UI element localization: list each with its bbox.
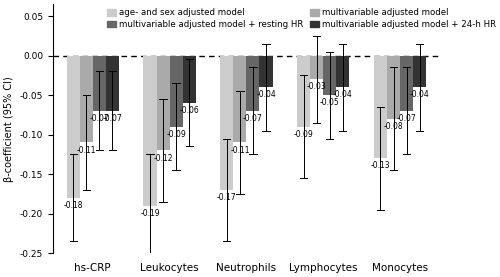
Text: -0.18: -0.18 <box>64 201 83 210</box>
Bar <box>80 55 93 142</box>
Text: -0.03: -0.03 <box>307 82 326 91</box>
Bar <box>234 55 246 142</box>
Bar <box>387 55 400 119</box>
Bar <box>310 55 323 79</box>
Bar <box>220 55 234 190</box>
Text: -0.08: -0.08 <box>384 122 404 131</box>
Text: -0.07: -0.07 <box>243 114 263 123</box>
Text: -0.09: -0.09 <box>294 130 314 139</box>
Y-axis label: β-coefficient (95% CI): β-coefficient (95% CI) <box>4 76 14 181</box>
Text: -0.07: -0.07 <box>102 114 122 123</box>
Text: -0.07: -0.07 <box>396 114 416 123</box>
Bar <box>156 55 170 150</box>
Text: -0.06: -0.06 <box>180 106 199 115</box>
Bar <box>297 55 310 127</box>
Legend: age- and sex adjusted model, multivariable adjusted model + resting HR, multivar: age- and sex adjusted model, multivariab… <box>108 9 496 29</box>
Bar <box>246 55 260 111</box>
Bar <box>374 55 387 158</box>
Bar <box>93 55 106 111</box>
Text: -0.11: -0.11 <box>76 146 96 155</box>
Bar <box>144 55 156 206</box>
Text: -0.09: -0.09 <box>166 130 186 139</box>
Bar <box>170 55 182 127</box>
Bar <box>182 55 196 103</box>
Text: -0.12: -0.12 <box>154 153 173 163</box>
Bar <box>106 55 119 111</box>
Text: -0.04: -0.04 <box>333 90 352 99</box>
Bar <box>413 55 426 87</box>
Bar <box>336 55 349 87</box>
Bar <box>66 55 80 198</box>
Text: -0.07: -0.07 <box>90 114 109 123</box>
Text: -0.04: -0.04 <box>256 90 276 99</box>
Text: -0.05: -0.05 <box>320 98 340 107</box>
Bar <box>323 55 336 95</box>
Text: -0.13: -0.13 <box>370 161 390 170</box>
Bar <box>260 55 272 87</box>
Bar <box>400 55 413 111</box>
Text: -0.17: -0.17 <box>217 193 236 202</box>
Text: -0.19: -0.19 <box>140 209 160 218</box>
Text: -0.11: -0.11 <box>230 146 250 155</box>
Text: -0.04: -0.04 <box>410 90 430 99</box>
